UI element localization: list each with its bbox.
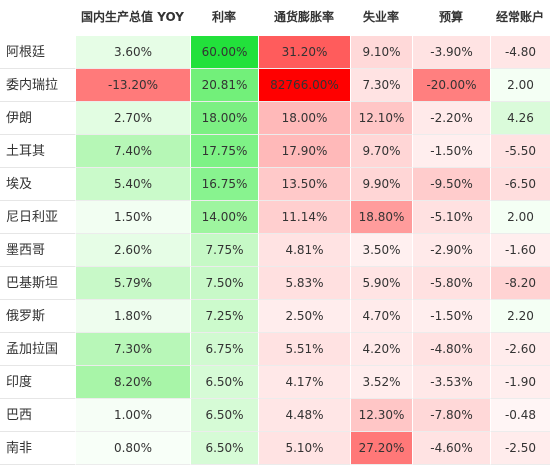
heatmap-cell: -8.20	[490, 267, 550, 300]
heatmap-cell: 82766.00%	[258, 69, 350, 102]
heatmap-cell: 2.70%	[75, 102, 190, 135]
heatmap-cell: -20.00%	[412, 69, 490, 102]
heatmap-cell: 14.00%	[190, 201, 258, 234]
heatmap-cell: -4.60%	[412, 432, 490, 465]
column-header: 通货膨胀率	[273, 10, 334, 24]
heatmap-cell: 18.00%	[190, 102, 258, 135]
row-label: 孟加拉国	[6, 342, 59, 357]
heatmap-cell: -2.90%	[412, 234, 490, 267]
row-label: 巴基斯坦	[6, 276, 59, 291]
heatmap-cell: 16.75%	[190, 168, 258, 201]
row-label: 俄罗斯	[6, 309, 46, 324]
heatmap-cell: 6.75%	[190, 333, 258, 366]
heatmap-cell: 3.50%	[350, 234, 412, 267]
heatmap-cell: 4.81%	[258, 234, 350, 267]
heatmap-cell: 18.00%	[258, 102, 350, 135]
heatmap-cell: 1.50%	[75, 201, 190, 234]
heatmap-cell: -1.90	[490, 366, 550, 399]
column-header: 预算	[438, 10, 463, 24]
row-label: 埃及	[6, 177, 33, 192]
heatmap-cell: 7.40%	[75, 135, 190, 168]
heatmap-cell: 5.10%	[258, 432, 350, 465]
heatmap-cell: -3.90%	[412, 36, 490, 69]
heatmap-cell: 60.00%	[190, 36, 258, 69]
row-label: 尼日利亚	[6, 210, 59, 225]
heatmap-cell: -13.20%	[75, 69, 190, 102]
column-header: 失业率	[362, 10, 399, 24]
column-header: 国内生产总值 YOY	[81, 10, 184, 24]
heatmap-cell: 2.60%	[75, 234, 190, 267]
heatmap-cell: -5.80%	[412, 267, 490, 300]
heatmap-cell: 20.81%	[190, 69, 258, 102]
heatmap-cell: 4.20%	[350, 333, 412, 366]
row-label: 阿根廷	[6, 45, 46, 60]
heatmap-cell: 7.50%	[190, 267, 258, 300]
row-label: 委内瑞拉	[6, 78, 59, 93]
row-label: 南非	[6, 441, 33, 456]
heatmap-cell: 17.90%	[258, 135, 350, 168]
heatmap-cell: 18.80%	[350, 201, 412, 234]
heatmap-cell: -9.50%	[412, 168, 490, 201]
heatmap-cell: 2.20	[490, 300, 550, 333]
heatmap-cell: 4.26	[490, 102, 550, 135]
column-header: 利率	[211, 10, 236, 24]
heatmap-cell: -2.60	[490, 333, 550, 366]
heatmap-cell: -2.50	[490, 432, 550, 465]
row-label: 巴西	[6, 408, 33, 423]
heatmap-cell: 12.10%	[350, 102, 412, 135]
heatmap-cell: 4.17%	[258, 366, 350, 399]
heatmap-cell: 4.48%	[258, 399, 350, 432]
heatmap-cell: 7.30%	[75, 333, 190, 366]
heatmap-cell: 5.79%	[75, 267, 190, 300]
heatmap-cell: 6.50%	[190, 399, 258, 432]
heatmap-cell: 6.50%	[190, 432, 258, 465]
heatmap-cell: 9.90%	[350, 168, 412, 201]
heatmap-cell: -6.50	[490, 168, 550, 201]
heatmap-cell: -4.80	[490, 36, 550, 69]
heatmap-cell: -1.50%	[412, 135, 490, 168]
heatmap-cell: 7.25%	[190, 300, 258, 333]
row-label: 伊朗	[6, 111, 33, 126]
heatmap-cell: 5.51%	[258, 333, 350, 366]
heatmap-cell: 8.20%	[75, 366, 190, 399]
heatmap-cell: 7.30%	[350, 69, 412, 102]
heatmap-cell: 4.70%	[350, 300, 412, 333]
heatmap-cell: 12.30%	[350, 399, 412, 432]
row-label: 墨西哥	[6, 243, 46, 258]
heatmap-cell: 17.75%	[190, 135, 258, 168]
heatmap-cell: 11.14%	[258, 201, 350, 234]
heatmap-cell: 1.80%	[75, 300, 190, 333]
heatmap-cell: 5.40%	[75, 168, 190, 201]
heatmap-cell: 3.60%	[75, 36, 190, 69]
heatmap-cell: 5.83%	[258, 267, 350, 300]
heatmap-cell: -2.20%	[412, 102, 490, 135]
heatmap-cell: 27.20%	[350, 432, 412, 465]
heatmap-cell: 7.75%	[190, 234, 258, 267]
heatmap-cell: -3.53%	[412, 366, 490, 399]
row-label: 印度	[6, 375, 33, 390]
column-header: 经常账户	[495, 10, 544, 24]
heatmap-cell: -1.60	[490, 234, 550, 267]
heatmap-cell: 31.20%	[258, 36, 350, 69]
heatmap-cell: -4.80%	[412, 333, 490, 366]
heatmap-cell: 6.50%	[190, 366, 258, 399]
heatmap-cell: 2.00	[490, 201, 550, 234]
heatmap-cell: 5.90%	[350, 267, 412, 300]
heatmap-cell: 0.80%	[75, 432, 190, 465]
heatmap-cell: 13.50%	[258, 168, 350, 201]
heatmap-cell: 3.52%	[350, 366, 412, 399]
heatmap-cell: -5.50	[490, 135, 550, 168]
heatmap-cell: -1.50%	[412, 300, 490, 333]
heatmap-cell: 2.50%	[258, 300, 350, 333]
heatmap-cell: -7.80%	[412, 399, 490, 432]
heatmap-cell: -0.48	[490, 399, 550, 432]
heatmap-cell: 2.00	[490, 69, 550, 102]
heatmap-cell: -5.10%	[412, 201, 490, 234]
row-label: 土耳其	[6, 144, 46, 159]
heatmap-cell: 1.00%	[75, 399, 190, 432]
heatmap-cell: 9.70%	[350, 135, 412, 168]
heatmap-cell: 9.10%	[350, 36, 412, 69]
